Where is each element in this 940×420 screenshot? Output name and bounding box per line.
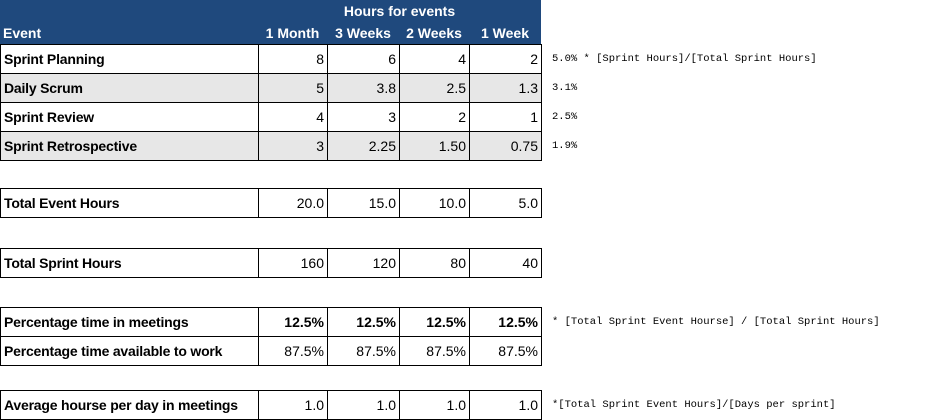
value-cell: 87.5%: [469, 336, 542, 366]
row-note: 1.9%: [552, 139, 578, 152]
row-label: Sprint Planning: [0, 44, 259, 74]
row-label: Total Sprint Hours: [0, 248, 259, 278]
row-label: Sprint Review: [0, 102, 259, 132]
value-cell: 3: [327, 102, 400, 132]
row-label: Total Event Hours: [0, 188, 259, 218]
value-cell: 0.75: [469, 131, 542, 161]
row-label: Daily Scrum: [0, 73, 259, 103]
column-header: 1 Month: [258, 22, 327, 44]
header-group: Hours for events: [258, 0, 541, 22]
value-cell: 20.0: [258, 188, 328, 218]
value-cell: 8: [258, 44, 328, 74]
row-label: Average hourse per day in meetings: [0, 390, 259, 420]
row-note: 2.5%: [552, 110, 578, 123]
value-cell: 2.5: [399, 73, 470, 103]
value-cell: 3: [258, 131, 328, 161]
value-cell: 1.0: [469, 390, 542, 420]
row-note: 3.1%: [552, 81, 578, 94]
value-cell: 160: [258, 248, 328, 278]
value-cell: 40: [469, 248, 542, 278]
row-label: Percentage time available to work: [0, 336, 259, 366]
value-cell: 12.5%: [469, 307, 542, 337]
value-cell: 12.5%: [327, 307, 400, 337]
row-note: 5.0% * [Sprint Hours]/[Total Sprint Hour…: [552, 52, 817, 65]
value-cell: 6: [327, 44, 400, 74]
value-cell: 2: [399, 102, 470, 132]
value-cell: 15.0: [327, 188, 400, 218]
value-cell: 1.3: [469, 73, 542, 103]
value-cell: 80: [399, 248, 470, 278]
column-header: 3 Weeks: [327, 22, 399, 44]
value-cell: 87.5%: [399, 336, 470, 366]
value-cell: 1.50: [399, 131, 470, 161]
value-cell: 1.0: [258, 390, 328, 420]
row-note: * [Total Sprint Event Hourse] / [Total S…: [552, 315, 880, 328]
value-cell: 5: [258, 73, 328, 103]
column-header: 1 Week: [469, 22, 541, 44]
row-label: Percentage time in meetings: [0, 307, 259, 337]
value-cell: 2.25: [327, 131, 400, 161]
value-cell: 1.0: [399, 390, 470, 420]
value-cell: 12.5%: [258, 307, 328, 337]
value-cell: 4: [258, 102, 328, 132]
value-cell: 87.5%: [258, 336, 328, 366]
value-cell: 10.0: [399, 188, 470, 218]
value-cell: 87.5%: [327, 336, 400, 366]
value-cell: 12.5%: [399, 307, 470, 337]
column-header: Event: [0, 22, 258, 44]
row-note: *[Total Sprint Event Hours]/[Days per sp…: [552, 398, 836, 411]
value-cell: 4: [399, 44, 470, 74]
value-cell: 3.8: [327, 73, 400, 103]
value-cell: 2: [469, 44, 542, 74]
row-label: Sprint Retrospective: [0, 131, 259, 161]
value-cell: 1.0: [327, 390, 400, 420]
value-cell: 5.0: [469, 188, 542, 218]
column-header: 2 Weeks: [399, 22, 469, 44]
value-cell: 120: [327, 248, 400, 278]
value-cell: 1: [469, 102, 542, 132]
